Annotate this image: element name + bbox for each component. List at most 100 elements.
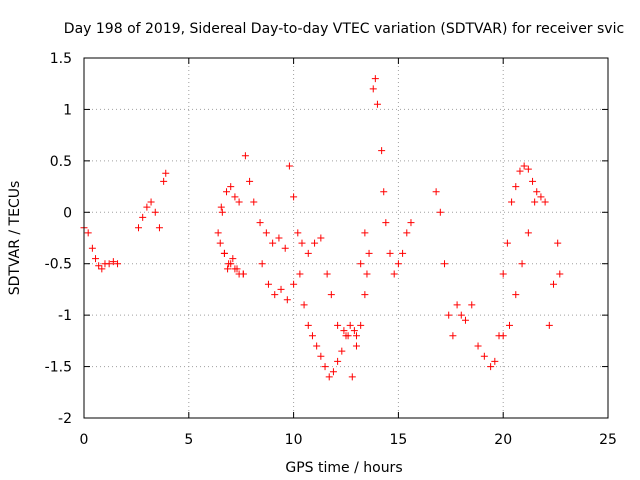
x-tick-label: 25 bbox=[599, 432, 617, 448]
data-point-marker bbox=[105, 260, 113, 268]
data-point-marker bbox=[147, 198, 155, 206]
x-tick-label: 20 bbox=[494, 432, 512, 448]
data-point-marker bbox=[218, 208, 226, 216]
data-point-marker bbox=[216, 239, 224, 247]
data-point-marker bbox=[441, 260, 449, 268]
data-point-marker bbox=[386, 249, 394, 257]
data-point-marker bbox=[390, 270, 398, 278]
data-point-marker bbox=[556, 270, 564, 278]
data-point-marker bbox=[162, 169, 170, 177]
data-point-marker bbox=[262, 229, 270, 237]
data-point-marker bbox=[329, 368, 337, 376]
data-point-marker bbox=[352, 342, 360, 350]
plot-frame bbox=[83, 57, 609, 419]
data-point-marker bbox=[524, 165, 532, 173]
data-point-marker bbox=[338, 347, 346, 355]
data-point-marker bbox=[298, 239, 306, 247]
data-point-marker bbox=[225, 260, 233, 268]
data-point-marker bbox=[241, 152, 249, 160]
data-point-marker bbox=[346, 321, 354, 329]
data-point-marker bbox=[461, 316, 469, 324]
data-point-marker bbox=[378, 147, 386, 155]
data-point-marker bbox=[160, 177, 168, 185]
data-point-marker bbox=[524, 229, 532, 237]
data-point-marker bbox=[109, 258, 117, 266]
data-point-marker bbox=[317, 234, 325, 242]
data-point-marker bbox=[357, 260, 365, 268]
data-point-marker bbox=[436, 208, 444, 216]
data-point-marker bbox=[290, 193, 298, 201]
data-point-marker bbox=[283, 296, 291, 304]
data-point-marker bbox=[499, 332, 507, 340]
data-points bbox=[80, 75, 564, 381]
chart-title: Day 198 of 2019, Sidereal Day-to-day VTE… bbox=[64, 21, 624, 37]
data-point-marker bbox=[554, 239, 562, 247]
y-tick-label: -1 bbox=[58, 308, 72, 324]
data-point-marker bbox=[508, 198, 516, 206]
data-point-marker bbox=[264, 280, 272, 288]
data-point-marker bbox=[258, 260, 266, 268]
y-tick-label: -1.5 bbox=[45, 360, 72, 376]
data-point-marker bbox=[512, 183, 520, 191]
data-point-marker bbox=[432, 188, 440, 196]
data-point-marker bbox=[304, 249, 312, 257]
data-point-marker bbox=[503, 239, 511, 247]
data-point-marker bbox=[323, 270, 331, 278]
data-point-marker bbox=[545, 321, 553, 329]
data-point-marker bbox=[114, 260, 122, 268]
x-tick-label: 15 bbox=[389, 432, 407, 448]
data-point-marker bbox=[231, 193, 239, 201]
data-point-marker bbox=[239, 270, 247, 278]
y-tick-label: 1.5 bbox=[50, 51, 72, 67]
y-axis-label: SDTVAR / TECUs bbox=[7, 181, 23, 296]
x-tick-label: 5 bbox=[184, 432, 193, 448]
y-tick-label: 1 bbox=[63, 102, 72, 118]
data-point-marker bbox=[491, 357, 499, 365]
data-point-marker bbox=[361, 291, 369, 299]
data-point-marker bbox=[290, 280, 298, 288]
data-point-marker bbox=[533, 188, 541, 196]
data-point-marker bbox=[235, 198, 243, 206]
data-point-marker bbox=[139, 213, 147, 221]
data-point-marker bbox=[296, 270, 304, 278]
data-point-marker bbox=[394, 260, 402, 268]
data-point-marker bbox=[399, 249, 407, 257]
data-point-marker bbox=[327, 291, 335, 299]
data-point-marker bbox=[468, 301, 476, 309]
data-point-marker bbox=[214, 229, 222, 237]
data-point-marker bbox=[317, 352, 325, 360]
data-point-marker bbox=[269, 239, 277, 247]
y-tick-label: -2 bbox=[58, 411, 72, 427]
data-point-marker bbox=[246, 177, 254, 185]
data-point-marker bbox=[505, 321, 513, 329]
data-point-marker bbox=[531, 198, 539, 206]
data-point-marker bbox=[143, 203, 151, 211]
data-point-marker bbox=[250, 198, 258, 206]
data-point-marker bbox=[474, 342, 482, 350]
data-point-marker bbox=[134, 224, 142, 232]
data-point-marker bbox=[403, 229, 411, 237]
data-point-marker bbox=[445, 311, 453, 319]
data-point-marker bbox=[348, 373, 356, 381]
data-point-marker bbox=[275, 234, 283, 242]
data-point-marker bbox=[352, 332, 360, 340]
data-point-marker bbox=[300, 301, 308, 309]
data-point-marker bbox=[382, 219, 390, 227]
data-point-marker bbox=[371, 75, 379, 83]
data-point-marker bbox=[516, 167, 524, 175]
data-point-marker bbox=[294, 229, 302, 237]
data-point-marker bbox=[308, 332, 316, 340]
data-point-marker bbox=[480, 352, 488, 360]
y-tick-label: 0.5 bbox=[50, 154, 72, 170]
data-point-marker bbox=[229, 255, 237, 263]
data-point-marker bbox=[361, 229, 369, 237]
x-tick-label: 10 bbox=[285, 432, 303, 448]
data-point-marker bbox=[227, 183, 235, 191]
data-point-marker bbox=[357, 321, 365, 329]
data-point-marker bbox=[512, 291, 520, 299]
axis-ticks bbox=[83, 57, 609, 419]
data-point-marker bbox=[285, 162, 293, 170]
data-point-marker bbox=[340, 327, 348, 335]
data-point-marker bbox=[311, 239, 319, 247]
data-point-marker bbox=[233, 265, 241, 273]
